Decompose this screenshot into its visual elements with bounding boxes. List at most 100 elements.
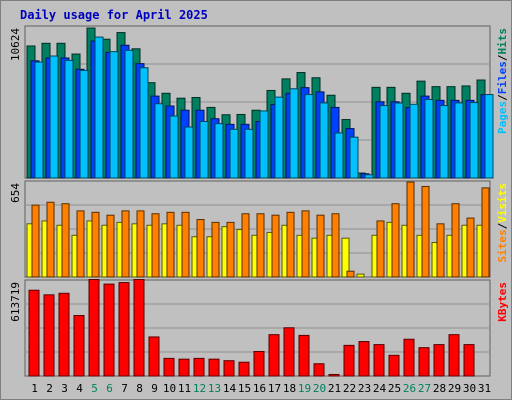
x-tick-14: 14 — [223, 382, 237, 395]
legend-entry-kbytes-0: KBytes — [496, 282, 509, 322]
bar-hits_files_pages-pages-8 — [139, 67, 149, 179]
bar-kbytes-kbytes-22 — [343, 344, 355, 377]
bar-visits_sites-sites-14 — [226, 221, 235, 278]
x-tick-2: 2 — [46, 382, 53, 395]
bar-hits_files_pages-pages-5 — [94, 36, 104, 179]
bar-hits_files_pages-pages-16 — [259, 110, 269, 179]
bar-visits_sites-sites-8 — [136, 210, 145, 278]
bar-hits_files_pages-pages-18 — [289, 88, 299, 179]
bar-kbytes-kbytes-23 — [358, 341, 370, 377]
bar-hits_files_pages-pages-9 — [154, 103, 164, 179]
bar-kbytes-kbytes-11 — [178, 358, 190, 377]
bar-visits_sites-sites-7 — [121, 210, 130, 278]
max-label-kbytes: 613719 — [9, 282, 22, 322]
bar-kbytes-kbytes-14 — [223, 360, 235, 377]
legend-kbytes: KBytes — [496, 282, 509, 322]
bar-hits_files_pages-pages-25 — [394, 102, 404, 179]
x-tick-26: 26 — [403, 382, 416, 395]
bar-kbytes-kbytes-13 — [208, 358, 220, 377]
bar-visits_sites-sites-29 — [451, 203, 460, 278]
bar-visits_sites-sites-19 — [301, 210, 310, 278]
bar-visits_sites-sites-6 — [106, 214, 115, 278]
x-tick-11: 11 — [178, 382, 191, 395]
bar-hits_files_pages-pages-17 — [274, 96, 284, 179]
bar-visits_sites-sites-26 — [406, 181, 415, 278]
bar-visits_sites-sites-25 — [391, 203, 400, 278]
legend-visits_sites: Sites/Visits — [496, 183, 509, 263]
x-tick-19: 19 — [298, 382, 311, 395]
bar-kbytes-kbytes-7 — [118, 282, 130, 377]
bar-kbytes-kbytes-12 — [193, 357, 205, 377]
legend-entry-hits_files_pages-4: Hits — [496, 28, 509, 55]
bar-visits_sites-sites-3 — [61, 203, 70, 278]
bar-kbytes-kbytes-24 — [373, 344, 385, 377]
bar-visits_sites-sites-22 — [346, 270, 355, 278]
x-tick-12: 12 — [193, 382, 206, 395]
bar-visits_sites-sites-30 — [466, 217, 475, 278]
x-tick-7: 7 — [121, 382, 128, 395]
bar-kbytes-kbytes-9 — [148, 336, 160, 377]
bar-visits_sites-visits-23 — [356, 273, 365, 278]
x-tick-29: 29 — [448, 382, 461, 395]
bar-hits_files_pages-pages-2 — [49, 55, 59, 179]
x-tick-10: 10 — [163, 382, 176, 395]
x-tick-9: 9 — [151, 382, 158, 395]
bar-hits_files_pages-pages-23 — [364, 174, 374, 179]
bar-hits_files_pages-pages-20 — [319, 102, 329, 179]
bar-hits_files_pages-pages-24 — [379, 105, 389, 179]
x-tick-8: 8 — [136, 382, 143, 395]
bar-kbytes-kbytes-25 — [388, 354, 400, 377]
x-tick-15: 15 — [238, 382, 251, 395]
bar-visits_sites-sites-24 — [376, 220, 385, 278]
bar-hits_files_pages-pages-3 — [64, 59, 74, 179]
bar-hits_files_pages-pages-26 — [409, 103, 419, 179]
bar-visits_sites-sites-2 — [46, 201, 55, 278]
bar-kbytes-kbytes-30 — [463, 344, 475, 377]
bar-visits_sites-sites-12 — [196, 219, 205, 278]
bar-hits_files_pages-pages-6 — [109, 51, 119, 179]
bar-visits_sites-visits-22 — [341, 237, 350, 278]
bar-kbytes-kbytes-4 — [73, 315, 85, 377]
bar-visits_sites-sites-17 — [271, 214, 280, 278]
x-tick-1: 1 — [31, 382, 38, 395]
legend-entry-hits_files_pages-0: Pages — [496, 101, 509, 134]
bar-kbytes-kbytes-6 — [103, 283, 115, 377]
bar-visits_sites-sites-11 — [181, 211, 190, 278]
bar-kbytes-kbytes-27 — [418, 347, 430, 377]
bar-hits_files_pages-pages-29 — [454, 102, 464, 179]
x-tick-27: 27 — [418, 382, 431, 395]
bar-kbytes-kbytes-26 — [403, 338, 415, 377]
bar-hits_files_pages-pages-13 — [214, 123, 224, 179]
bar-kbytes-kbytes-28 — [433, 344, 445, 377]
bar-kbytes-kbytes-17 — [268, 334, 280, 377]
bar-hits_files_pages-pages-27 — [424, 98, 434, 179]
bar-visits_sites-sites-1 — [31, 204, 40, 278]
x-tick-25: 25 — [388, 382, 401, 395]
bar-visits_sites-sites-20 — [316, 214, 325, 278]
legend-entry-hits_files_pages-1: / — [496, 94, 509, 101]
bar-visits_sites-sites-16 — [256, 213, 265, 278]
max-label-visits_sites: 654 — [9, 183, 22, 203]
legend-hits_files_pages: Pages/Files/Hits — [496, 28, 509, 134]
bar-kbytes-kbytes-2 — [43, 294, 55, 377]
x-tick-3: 3 — [61, 382, 68, 395]
bar-kbytes-kbytes-8 — [133, 279, 145, 377]
bar-visits_sites-sites-31 — [481, 187, 490, 278]
bar-kbytes-kbytes-10 — [163, 357, 175, 377]
x-tick-20: 20 — [313, 382, 326, 395]
bar-hits_files_pages-pages-7 — [124, 49, 134, 179]
bar-kbytes-kbytes-1 — [28, 289, 40, 377]
max-label-hits_files_pages: 10624 — [9, 28, 22, 61]
bar-kbytes-kbytes-18 — [283, 327, 295, 377]
bar-visits_sites-sites-10 — [166, 211, 175, 278]
bar-hits_files_pages-pages-10 — [169, 115, 179, 179]
x-tick-23: 23 — [358, 382, 371, 395]
bar-kbytes-kbytes-5 — [88, 279, 100, 377]
x-tick-18: 18 — [283, 382, 296, 395]
bar-hits_files_pages-pages-30 — [469, 102, 479, 179]
bar-kbytes-kbytes-21 — [328, 373, 340, 377]
bar-kbytes-kbytes-3 — [58, 292, 70, 377]
bar-hits_files_pages-pages-4 — [79, 69, 89, 179]
x-tick-31: 31 — [478, 382, 491, 395]
